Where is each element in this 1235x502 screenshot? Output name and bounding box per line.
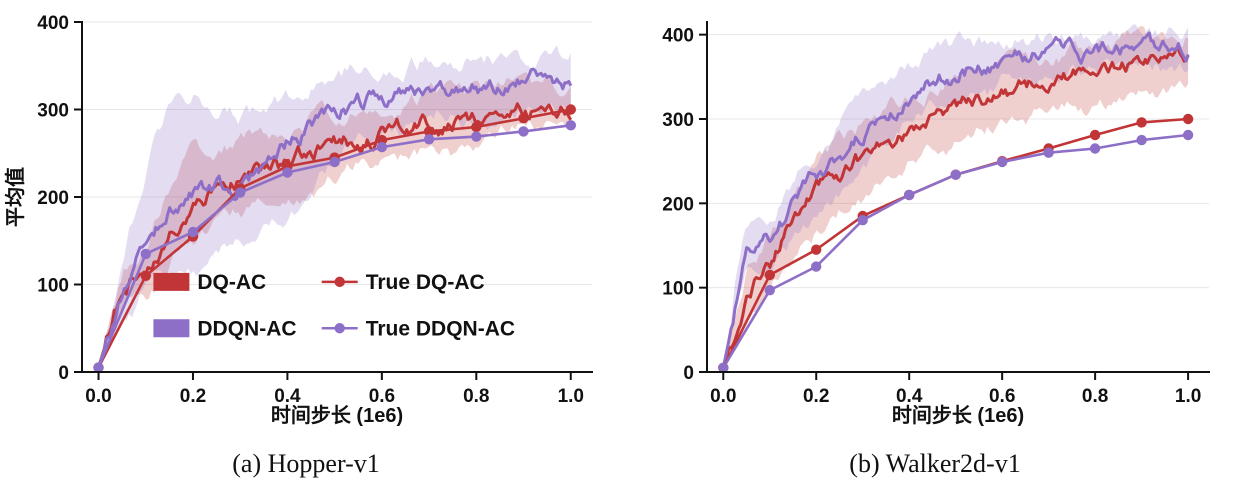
y-tick-label: 200: [37, 188, 69, 209]
x-tick-label: 0.6: [989, 386, 1015, 407]
axes: [699, 21, 1210, 380]
series-layer: [93, 45, 576, 372]
x-tick-label: 0.6: [369, 386, 395, 407]
band-ddqn-ac: [98, 45, 571, 368]
series-layer: [718, 24, 1194, 372]
y-tick-label: 400: [37, 13, 69, 34]
legend-marker-true-ddqn-ac: [334, 323, 345, 334]
legend-swatch-ddqn-ac: [153, 319, 190, 338]
legend-swatch-dq-ac: [153, 272, 190, 291]
legend-marker-true-dq-ac: [334, 276, 345, 288]
curve-ddqn-ac: [721, 31, 1190, 369]
band-dq-ac: [98, 72, 571, 368]
y-tick-label: 100: [37, 276, 69, 297]
x-tick-label: 0.8: [463, 386, 489, 407]
caption-a: (a) Hopper-v1: [232, 449, 380, 478]
x-tick-label: 1.0: [558, 386, 584, 407]
x-axis-label: 时间步长 (1e6): [271, 404, 403, 427]
y-tick-label: 400: [662, 26, 694, 47]
curve-dq-ac: [721, 46, 1190, 369]
x-tick-label: 0.2: [803, 386, 829, 407]
band-ddqn-ac: [723, 24, 1189, 368]
y-tick-label: 0: [683, 363, 694, 384]
chart-walker2d: 0.0 0.2 0.4 0.6 0.8 1.0 0 100 200 300 400 时间步长 (1e6…: [635, 6, 1235, 443]
x-tick-label: 0.4: [274, 386, 301, 407]
y-tick-label: 300: [37, 101, 69, 122]
legend: DQ-AC DDQN-AC True DQ-AC True DDQN-AC: [153, 271, 515, 340]
legend-label: DDQN-AC: [197, 317, 296, 340]
x-tick-label: 0.2: [180, 386, 206, 407]
x-tick-label: 1.0: [1175, 386, 1201, 407]
caption-b: (b) Walker2d-v1: [849, 449, 1021, 478]
figure-panel: 0.0 0.2 0.4 0.6 0.8 1.0 0 100 200 300 400 时间步长 (1e6…: [0, 6, 1235, 479]
y-tick-label: 300: [662, 110, 694, 131]
x-tick-label: 0.8: [1082, 386, 1108, 407]
x-tick-label: 0.4: [896, 386, 923, 407]
y-axis-label: 平均值: [3, 167, 27, 227]
y-tick-label: 0: [58, 363, 69, 384]
chart-canvas-a: 0.0 0.2 0.4 0.6 0.8 1.0 0 100 200 300 400 时间步长 (1e6…: [3, 13, 593, 427]
axes: [74, 21, 593, 380]
subfigure-b: 0.0 0.2 0.4 0.6 0.8 1.0 0 100 200 300 400 时间步长 (1e6…: [635, 6, 1235, 479]
x-tick-label: 0.0: [85, 386, 111, 407]
y-tick-label: 100: [662, 279, 694, 300]
curve-ddqn-ac: [97, 67, 573, 369]
chart-hopper: 0.0 0.2 0.4 0.6 0.8 1.0 0 100 200 300 400 时间步长 (1e6…: [0, 6, 612, 443]
gridlines: [707, 34, 1209, 289]
legend-label: True DQ-AC: [366, 271, 485, 294]
x-tick-label: 0.0: [710, 386, 736, 407]
band-dq-ac: [723, 25, 1189, 368]
legend-label: DQ-AC: [197, 271, 266, 294]
legend-label: True DDQN-AC: [366, 317, 515, 340]
x-axis-label: 时间步长 (1e6): [892, 404, 1024, 427]
subfigure-a: 0.0 0.2 0.4 0.6 0.8 1.0 0 100 200 300 400 时间步长 (1e6…: [0, 6, 612, 479]
curve-dq-ac: [97, 102, 573, 369]
chart-canvas-b: 0.0 0.2 0.4 0.6 0.8 1.0 0 100 200 300 400 时间步长 (1e6…: [662, 21, 1210, 427]
y-tick-label: 200: [662, 194, 694, 215]
